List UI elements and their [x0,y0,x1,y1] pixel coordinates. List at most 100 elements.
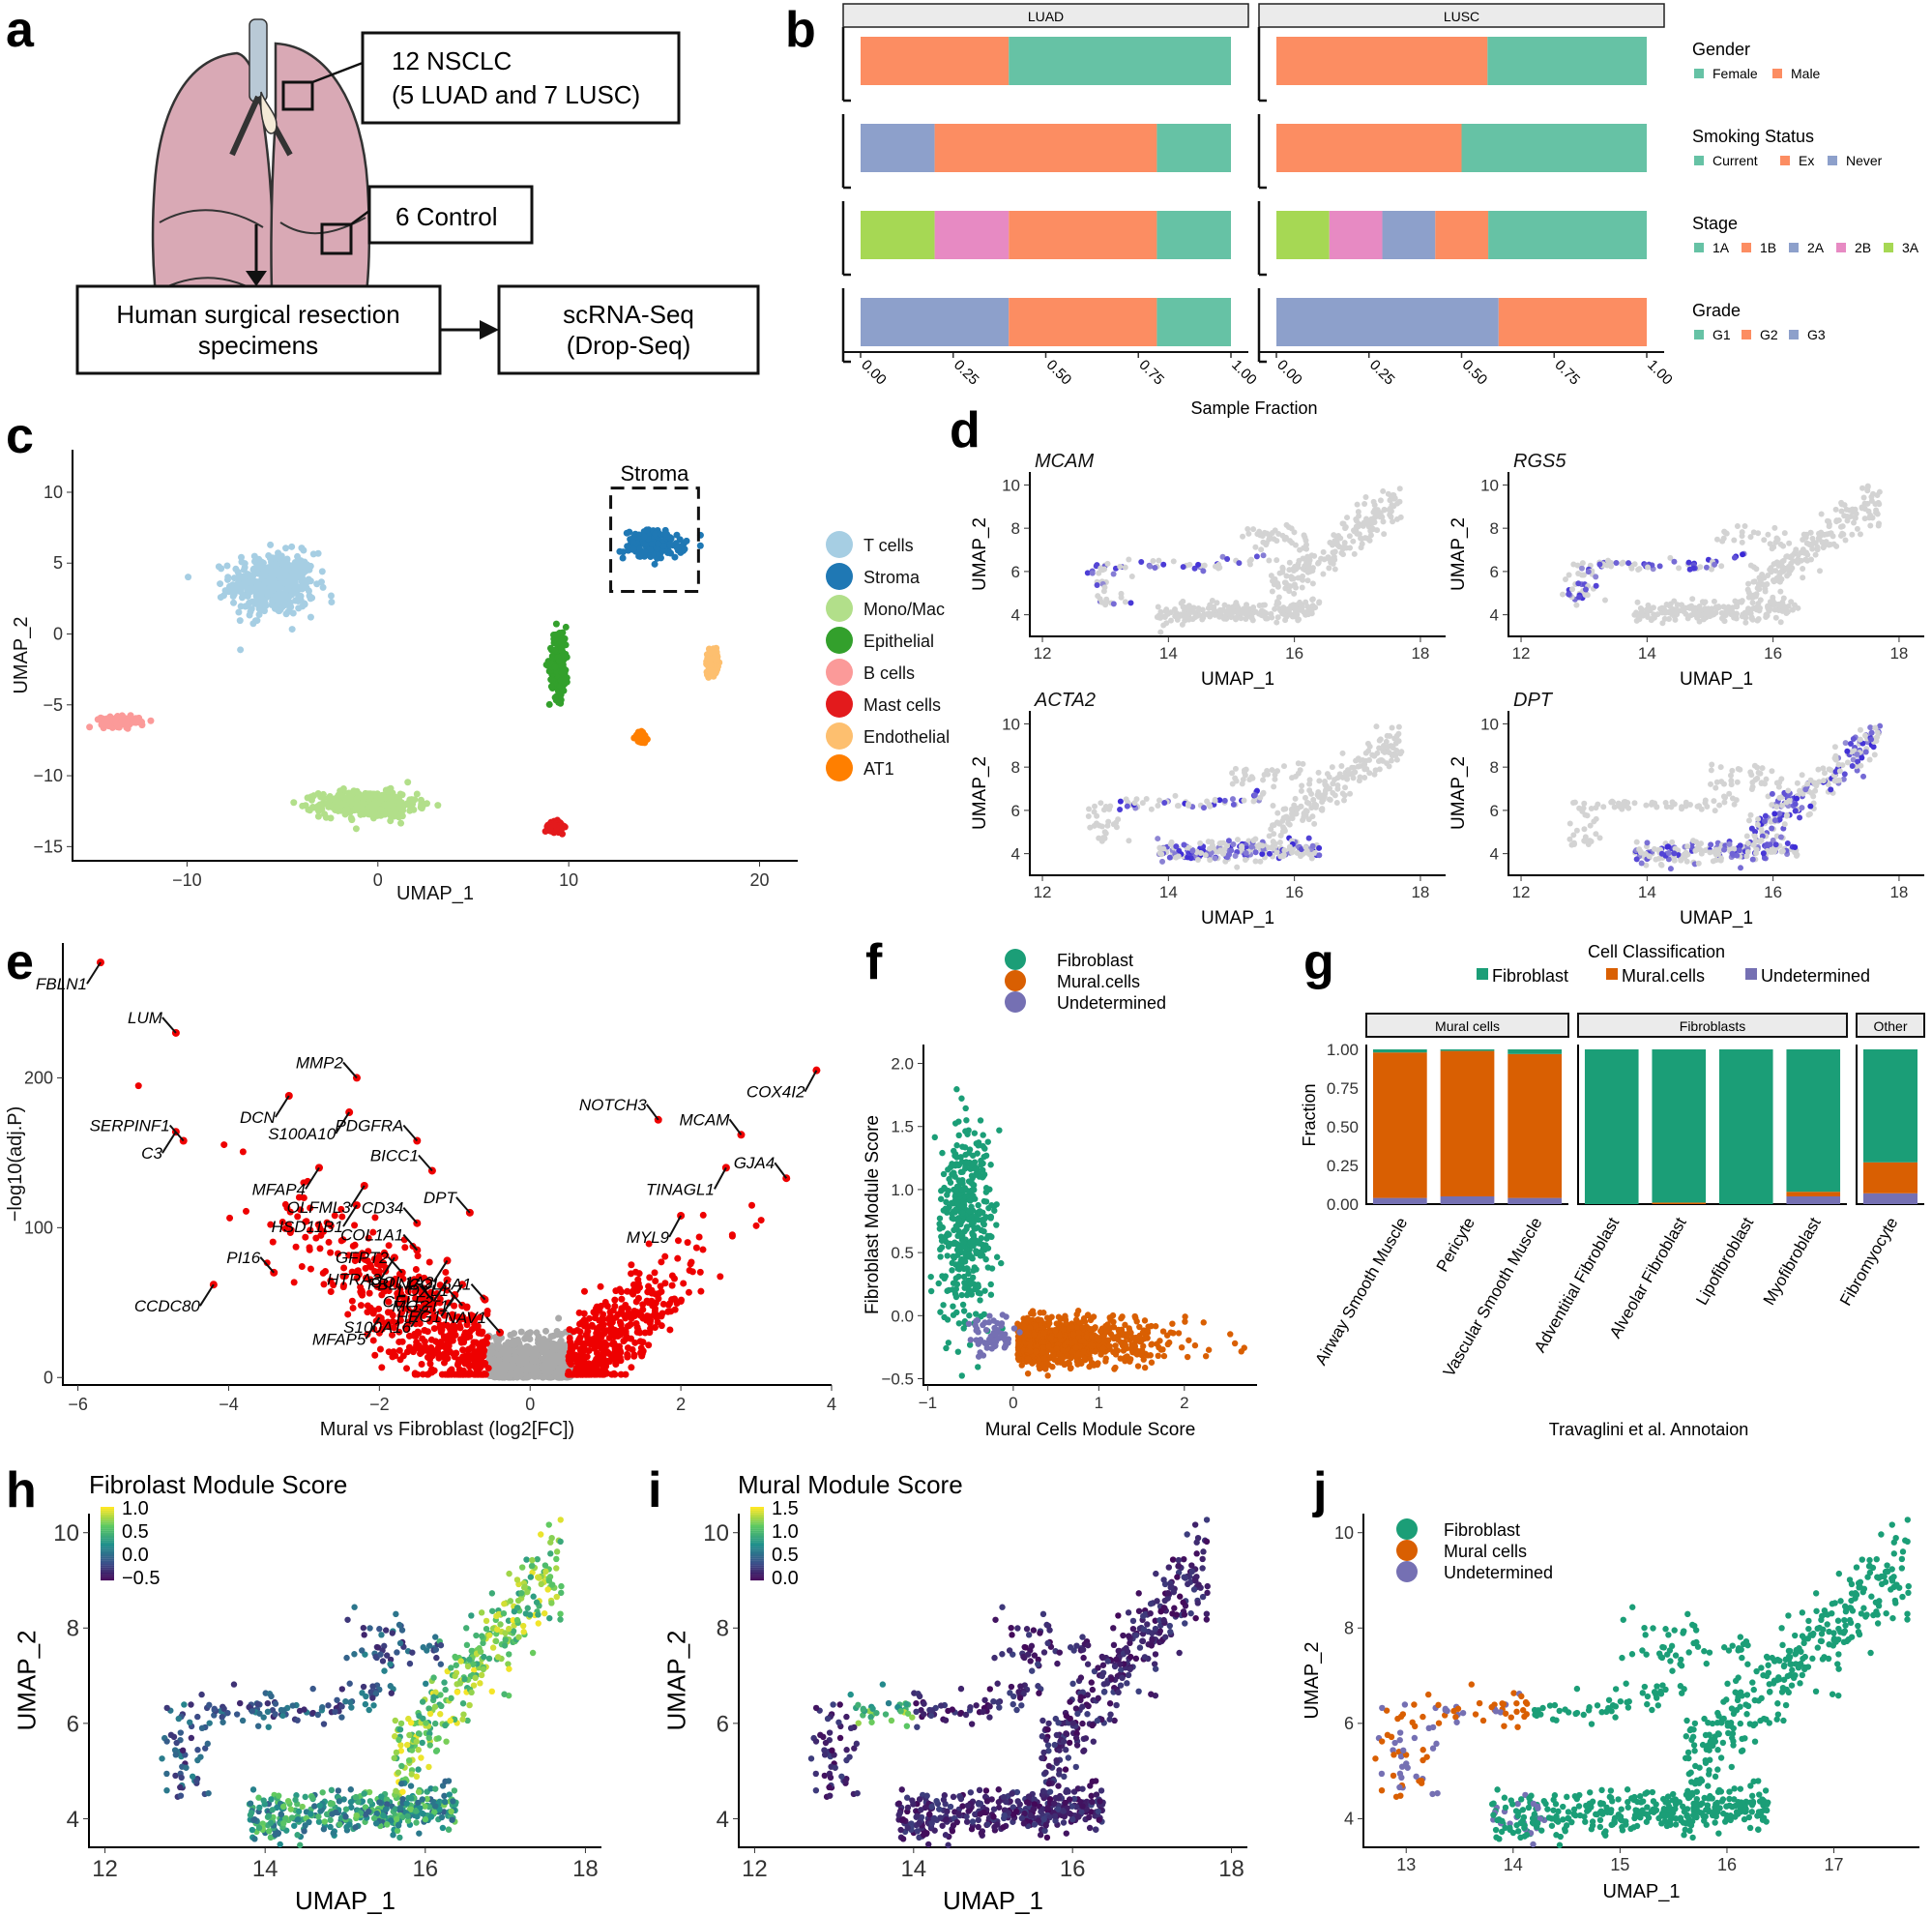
x-tick-label: 12 [1034,644,1052,663]
cell-point [1228,847,1235,854]
cell-point [1828,786,1834,793]
cell-point [1393,732,1400,739]
cell-point [1687,802,1694,809]
cell-point [1212,855,1218,862]
cell-point [1264,615,1271,622]
cluster-point [681,545,688,553]
legend-swatch [1789,330,1799,339]
cell-point [1715,604,1722,610]
cell-point [1654,804,1660,810]
x-tick-label: 0.25 [951,357,982,389]
cell-point [1298,853,1304,860]
panel-label-g: g [1303,934,1334,990]
cluster-point [292,562,300,570]
cell-point [1321,793,1328,800]
cell-point [1788,553,1795,560]
cell-point [1321,556,1328,563]
cluster-point [274,566,281,574]
cell-point [1150,557,1156,564]
cell-point [1667,601,1674,607]
cell-point [1830,541,1837,547]
cell-point [1161,800,1168,807]
cell-point [1388,508,1394,515]
cell-point [1665,850,1672,857]
cell-point [1763,581,1770,588]
cell-point [1727,772,1734,779]
cell-point [1771,810,1778,817]
cluster-point [550,821,558,829]
cell-point [1289,540,1296,546]
cell-point [1818,529,1825,536]
cell-point [1802,533,1809,540]
cluster-point [254,594,262,602]
cell-point [1669,839,1676,845]
cell-point [1661,615,1668,622]
cell-point [1838,508,1845,515]
cell-point [1679,804,1685,810]
cell-point [1689,596,1696,603]
cluster-point [246,611,253,619]
cell-point [1769,790,1775,797]
cell-point [1864,484,1871,490]
cell-point [1362,494,1369,501]
cell-point [1223,615,1230,622]
cell-point [1245,530,1252,537]
cell-point [1353,516,1360,522]
y-tick-label: −10 [33,766,63,785]
cell-point [1862,732,1869,739]
cell-point [1101,829,1108,836]
arrow-right-head [480,320,499,339]
bar-segment [1435,211,1489,259]
cell-point [1347,790,1354,797]
legend-swatch [1742,330,1751,339]
x-axis-title: UMAP_1 [1680,908,1753,928]
cell-point [1852,515,1859,521]
cell-point [1750,578,1757,585]
legend-label: Female [1712,66,1758,81]
cell-point [1259,842,1266,849]
ns-point [526,1344,534,1352]
legend-swatch [826,531,853,558]
cell-point [1303,562,1310,569]
cell-point [1170,558,1177,565]
cell-point [1857,726,1863,733]
cluster-point [619,554,627,562]
cell-point [1259,851,1266,858]
cell-point [1199,606,1206,613]
cell-point [1718,563,1725,570]
panel-label-f: f [865,934,883,990]
box-specimen-line2: specimens [198,331,318,360]
cluster-point [384,801,392,809]
cell-point [1240,533,1246,540]
axes [72,450,798,862]
cell-point [1842,740,1849,747]
cluster-point [234,568,242,575]
cell-point [1229,781,1236,787]
cell-point [1585,569,1592,575]
bar-segment [1009,37,1231,85]
cell-point [1354,501,1361,508]
cell-point [1835,761,1842,768]
cell-point [1249,775,1256,781]
cell-point [1744,849,1751,856]
cluster-point [380,809,388,816]
cell-point [1273,602,1280,608]
cluster-point [271,604,278,612]
cell-point [1866,515,1873,521]
cluster-point [313,580,321,588]
cell-point [1712,808,1718,814]
cell-point [1797,814,1803,821]
cell-point [1101,835,1108,841]
cell-point [1180,564,1186,571]
cluster-point [295,604,303,612]
cluster-point [337,787,344,795]
cell-point [1260,777,1267,783]
cell-point [1305,816,1312,823]
x-tick-label: 0.00 [858,357,890,389]
cell-point [1298,787,1304,794]
cell-point [1374,750,1381,756]
cell-point [1754,821,1761,828]
cell-point [1302,794,1308,801]
cluster-point [635,545,643,552]
y-axis-title: UMAP_2 [970,517,990,591]
